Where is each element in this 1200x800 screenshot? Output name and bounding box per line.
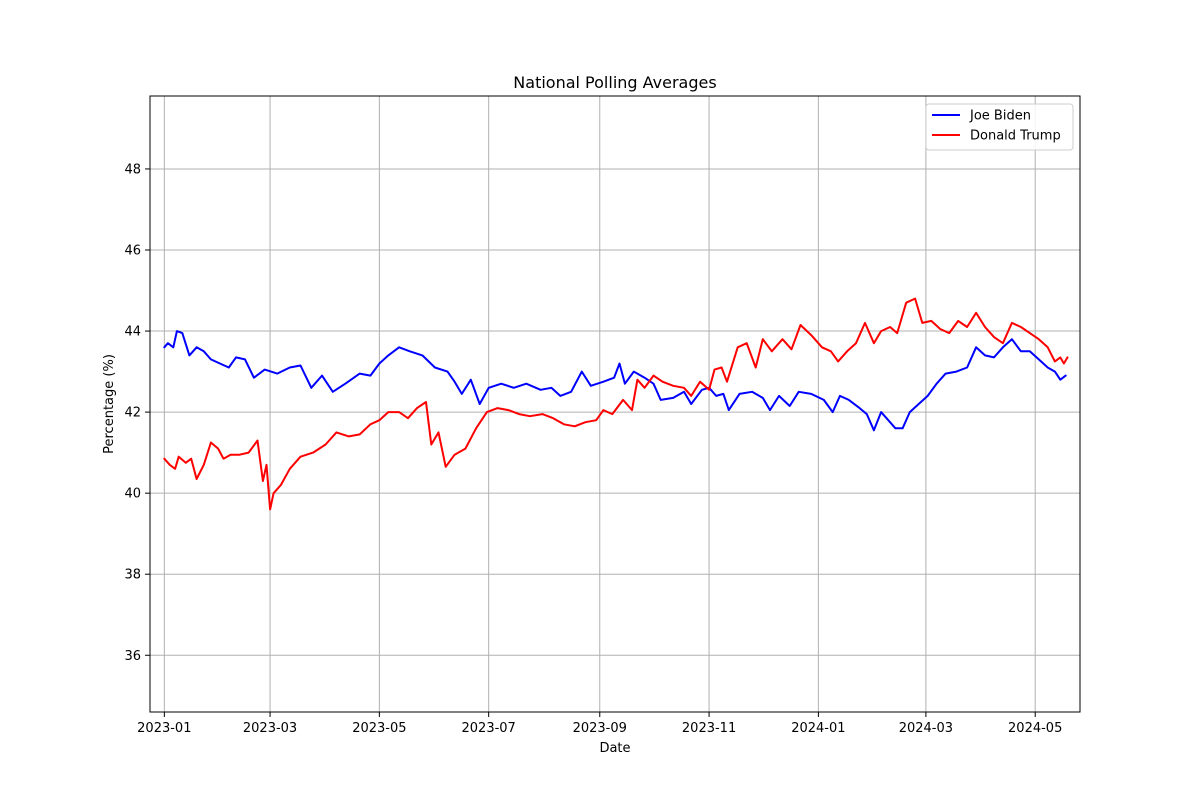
x-axis-ticks: 2023-01 2023-03 2023-05 2023-07 2023-09 2023-… — [137, 712, 1062, 736]
series-line-donald-trump — [163, 297, 1069, 511]
y-axis-ticks: 36 38 40 42 44 46 48 — [124, 162, 150, 664]
y-tick-label: 36 — [124, 649, 141, 664]
series-line-joe-biden — [163, 330, 1067, 432]
x-tick-label: 2024-01 — [791, 721, 845, 736]
y-tick-label: 38 — [124, 568, 141, 583]
y-tick-label: 48 — [124, 162, 141, 177]
y-tick-label: 44 — [124, 325, 141, 340]
legend-label-trump: Donald Trump — [970, 129, 1061, 144]
y-tick-label: 42 — [124, 406, 141, 421]
x-tick-label: 2023-03 — [243, 721, 297, 736]
grid — [150, 96, 1080, 712]
x-tick-label: 2023-05 — [352, 721, 406, 736]
x-tick-label: 2023-01 — [137, 721, 191, 736]
legend-label-biden: Joe Biden — [969, 109, 1031, 124]
legend-box — [925, 103, 1074, 151]
x-tick-label: 2024-05 — [1008, 721, 1062, 736]
legend: Joe Biden Donald Trump — [925, 103, 1074, 151]
chart-title: National Polling Averages — [513, 73, 716, 92]
y-axis-label: Percentage (%) — [102, 354, 117, 454]
x-tick-label: 2023-07 — [462, 721, 516, 736]
series-lines — [163, 297, 1069, 511]
x-tick-label: 2024-03 — [899, 721, 953, 736]
x-tick-label: 2023-11 — [682, 721, 736, 736]
x-axis-label: Date — [599, 741, 630, 756]
y-tick-label: 46 — [124, 244, 141, 259]
axes-frame — [149, 95, 1081, 713]
y-tick-label: 40 — [124, 487, 141, 502]
x-tick-label: 2023-09 — [573, 721, 627, 736]
